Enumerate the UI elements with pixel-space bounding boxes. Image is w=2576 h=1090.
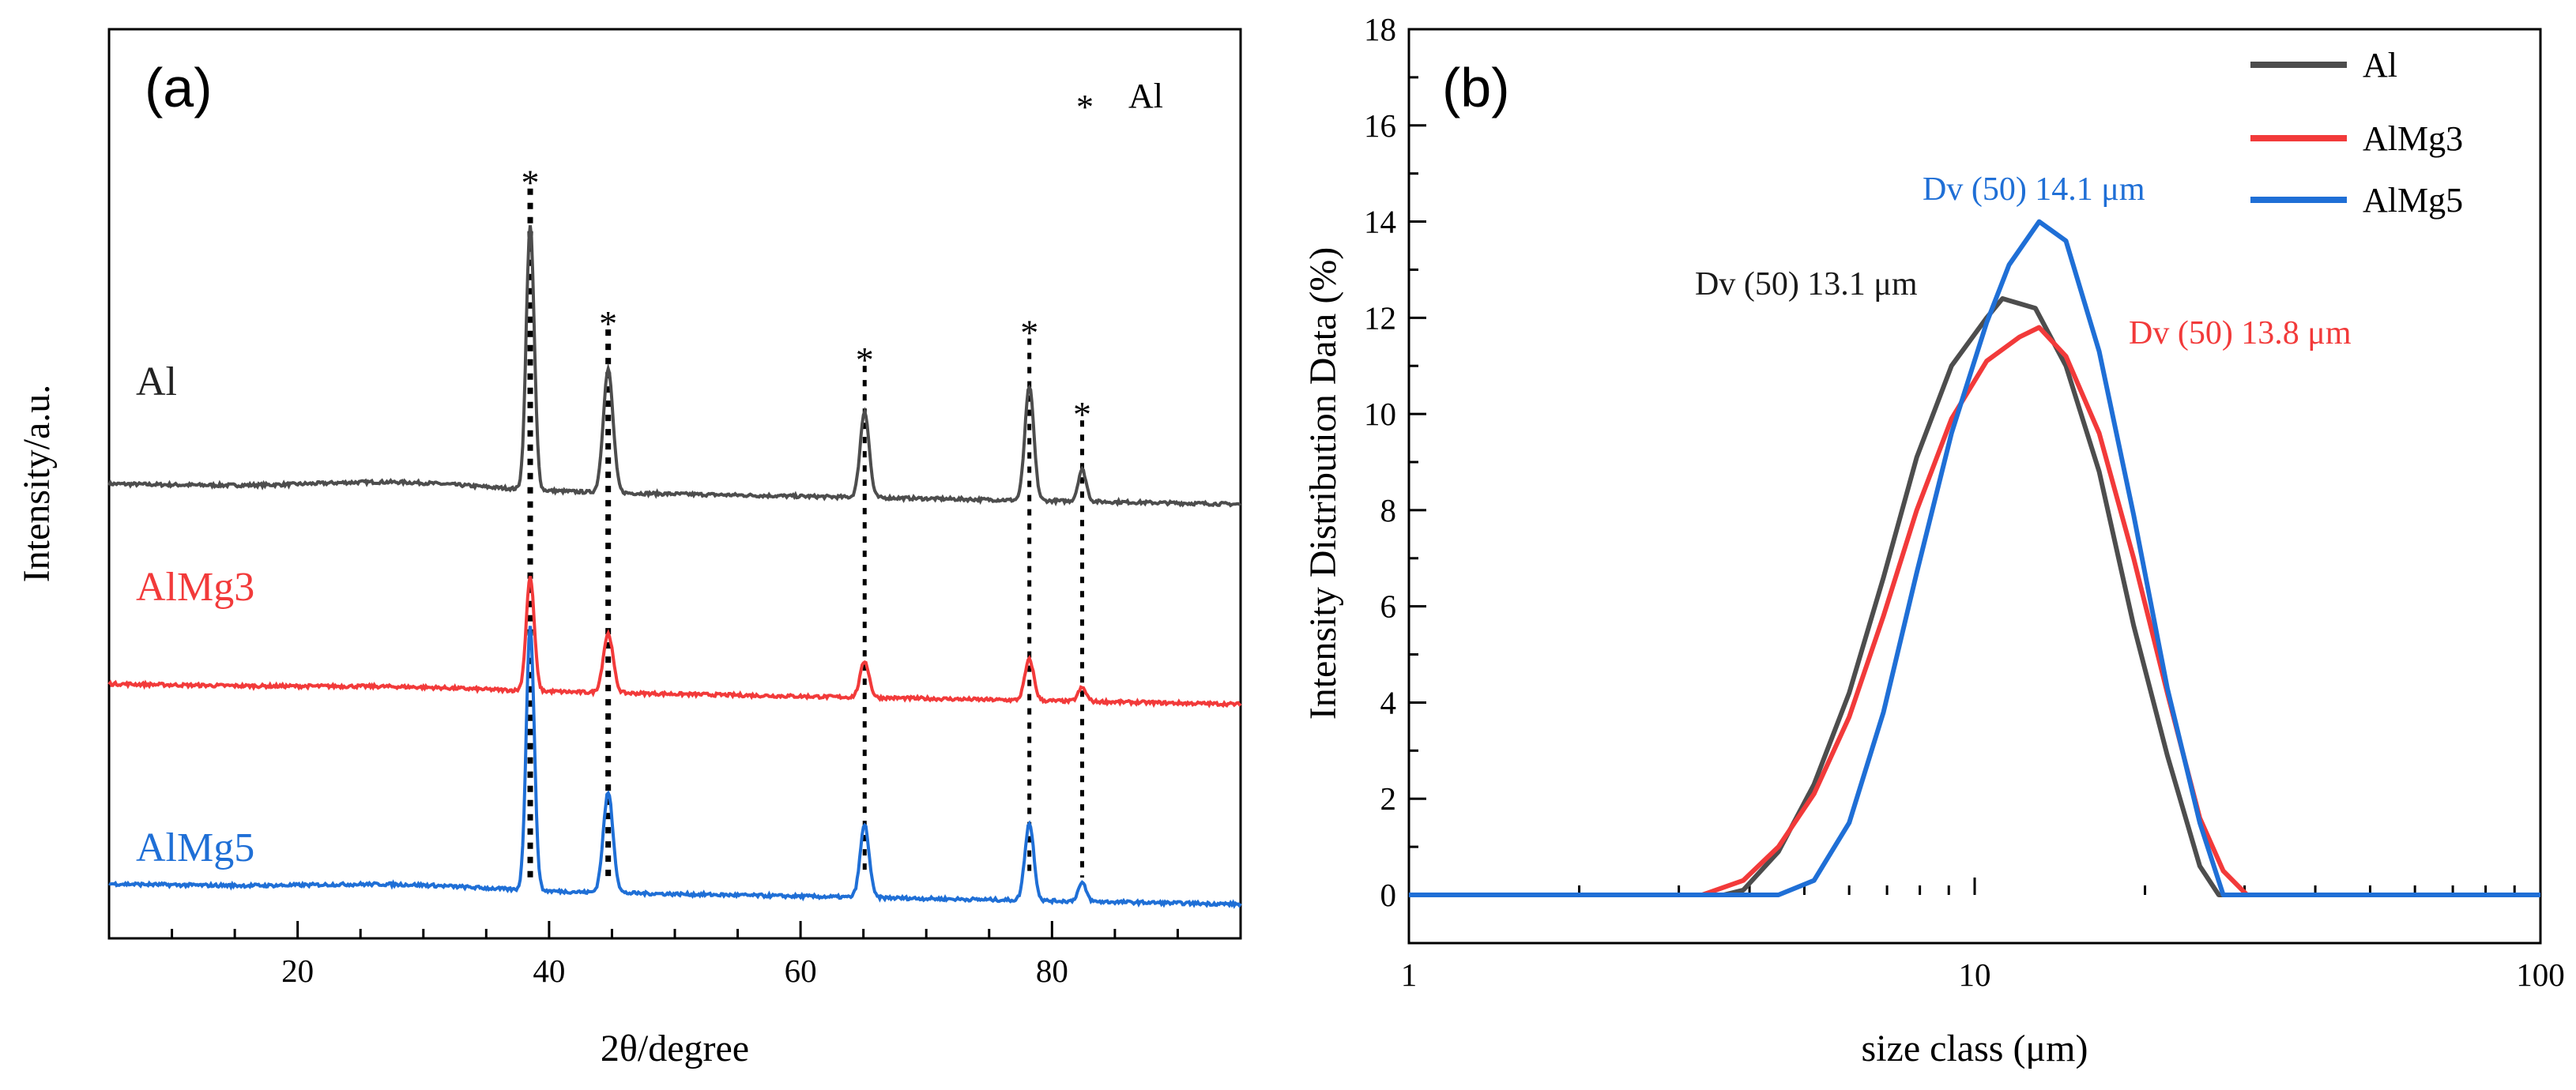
- peak-marker-asterisk: *: [599, 303, 617, 344]
- panel-b-legend: Al AlMg3 AlMg5: [2250, 46, 2463, 220]
- panel-a-label: (a): [145, 57, 213, 118]
- distribution-line-al: [1409, 296, 2540, 897]
- y-tick-label: 16: [1364, 107, 1396, 144]
- x-tick-label: 10: [1959, 957, 1991, 993]
- y-tick-label: 14: [1364, 204, 1396, 240]
- x-tick-label: 100: [2516, 957, 2565, 993]
- peak-marker-asterisk: *: [1073, 394, 1091, 434]
- panel-a-legend: * Al: [1076, 77, 1163, 126]
- annotation-almg3-dv50: Dv (50) 13.8 μm: [2129, 315, 2352, 351]
- peak-marker-asterisk: *: [1020, 313, 1038, 353]
- peak-marker-asterisk: *: [856, 340, 874, 380]
- annotation-almg5-dv50: Dv (50) 14.1 μm: [1923, 171, 2145, 208]
- panel-b-label: (b): [1442, 57, 1510, 118]
- distribution-line-almg5: [1409, 219, 2540, 897]
- xrd-line-almg3: [107, 576, 1242, 708]
- y-tick-label: 6: [1380, 588, 1397, 625]
- x-tick-label: 40: [533, 953, 565, 989]
- panel-a-y-axis-label: Intensity/a.u.: [16, 385, 58, 583]
- x-tick-label: 1: [1401, 957, 1418, 993]
- panel-a-peak-guides: * * * * *: [522, 163, 1091, 878]
- panel-a-xrd: (a) 20 40 60 80 * * * * * * Al Al AlMg3 AlMg5 2…: [16, 28, 1242, 1069]
- legend-label-almg3: AlMg3: [2363, 119, 2463, 158]
- panel-a-x-axis-label: 2θ/degree: [601, 1028, 749, 1069]
- y-tick-label: 10: [1364, 396, 1396, 432]
- legend-label-almg5: AlMg5: [2363, 181, 2463, 220]
- x-tick-label: 80: [1036, 953, 1068, 989]
- peak-marker-asterisk: *: [522, 163, 540, 203]
- distribution-line-almg3: [1409, 325, 2540, 897]
- series-label-al: Al: [136, 359, 177, 404]
- y-tick-label: 8: [1380, 492, 1397, 528]
- panel-b-series: [1409, 219, 2540, 897]
- panel-b-size-distribution: (b) 0 2 4 6 8 10 12 14 16 18 1 10 100 Al AlMg3 AlMg5…: [1302, 11, 2565, 1069]
- y-tick-label: 0: [1380, 877, 1397, 913]
- panel-a-x-ticks: 20 40 60 80: [171, 921, 1179, 989]
- y-tick-label: 2: [1380, 780, 1397, 817]
- y-tick-label: 18: [1364, 11, 1396, 47]
- series-label-almg5: AlMg5: [136, 825, 254, 870]
- panel-a-series: [107, 225, 1242, 909]
- xrd-line-almg5: [108, 626, 1242, 909]
- annotation-al-dv50: Dv (50) 13.1 μm: [1695, 266, 1918, 303]
- legend-label-al-phase: Al: [1128, 77, 1163, 115]
- y-tick-label: 4: [1380, 684, 1397, 720]
- xrd-line-al: [107, 225, 1241, 508]
- x-tick-label: 60: [785, 953, 817, 989]
- series-label-almg3: AlMg3: [136, 565, 254, 610]
- panel-b-x-axis-label: size class (μm): [1862, 1028, 2088, 1069]
- y-tick-label: 12: [1364, 299, 1396, 336]
- panel-b-y-axis-label: Intensity Distribution Data (%): [1302, 247, 1344, 720]
- legend-marker-asterisk: *: [1076, 88, 1094, 126]
- legend-label-al: Al: [2363, 46, 2397, 85]
- panel-b-plot-frame: [1407, 28, 2542, 945]
- x-tick-label: 20: [281, 953, 314, 989]
- panel-b-axis-ticks: 0 2 4 6 8 10 12 14 16 18 1 10 100: [1364, 11, 2565, 993]
